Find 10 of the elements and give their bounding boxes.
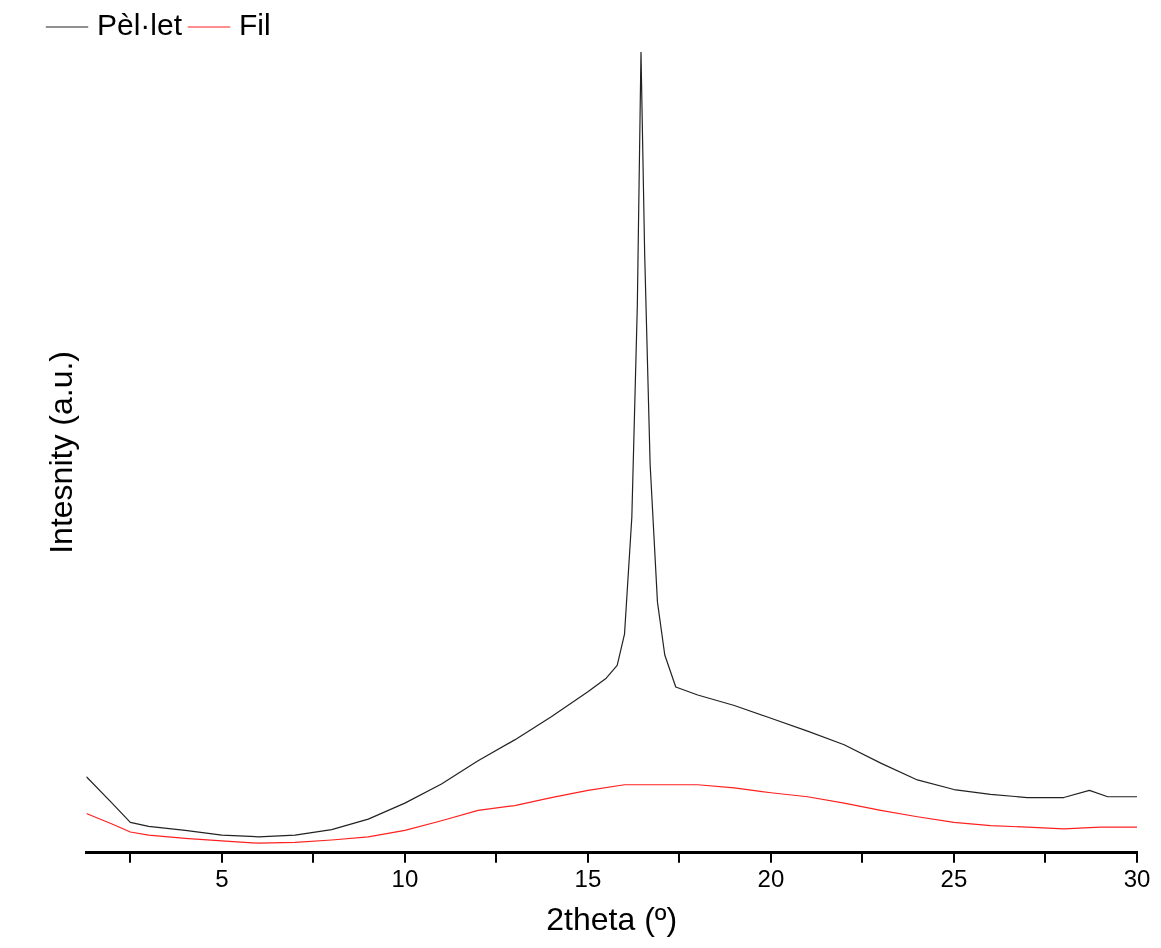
legend-label: Pèl·let xyxy=(97,8,183,42)
legend-label: Fil xyxy=(239,8,271,42)
x-tick-label: 10 xyxy=(391,864,419,892)
x-tick-label: 25 xyxy=(940,864,968,892)
x-tick-label: 5 xyxy=(215,864,229,892)
x-tick-label: 15 xyxy=(574,864,602,892)
y-axis-title: Intesnity (a.u.) xyxy=(43,351,80,554)
x-axis-title: 2theta (º) xyxy=(546,900,678,937)
x-tick-label: 30 xyxy=(1123,864,1151,892)
x-tick-label: 20 xyxy=(757,864,785,892)
